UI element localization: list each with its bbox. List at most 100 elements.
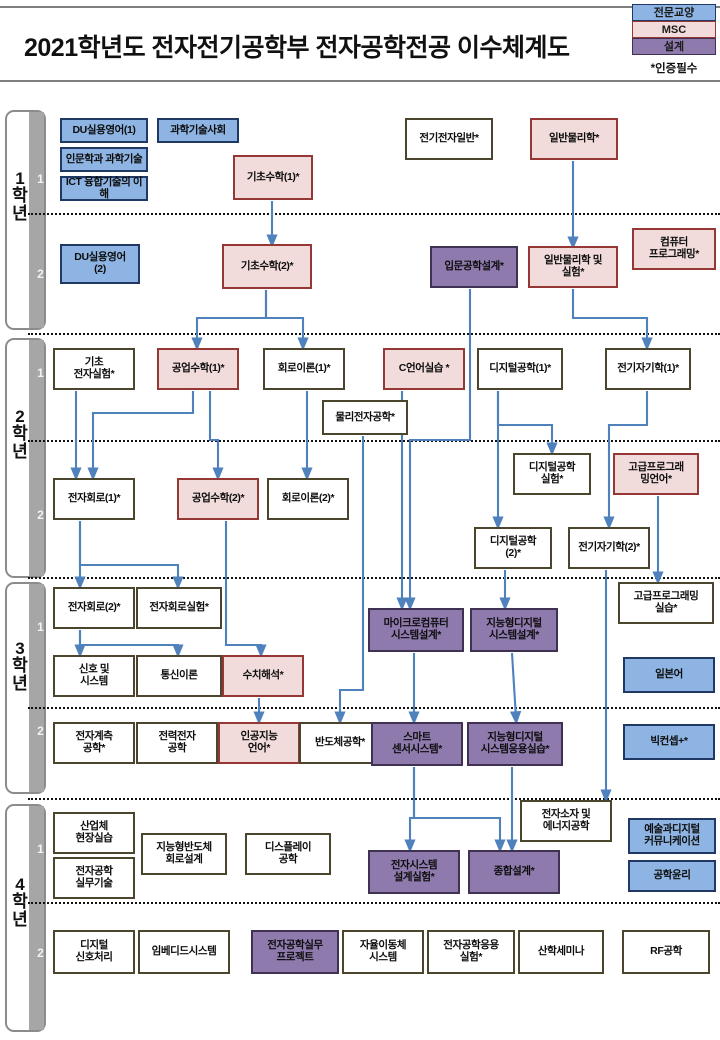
course-box[interactable]: RF공학 [622, 930, 710, 974]
course-box[interactable]: DU실용영어(1) [60, 118, 148, 143]
course-label: DU실용영어 (2) [74, 251, 126, 275]
course-box[interactable]: 전자소자 및 에너지공학 [520, 800, 612, 842]
course-label: 디지털공학 실험* [528, 461, 576, 485]
course-box[interactable]: 종합설계* [468, 850, 560, 894]
grade-digit: 학 [12, 892, 28, 912]
grade-block-1: 1 학 년 1 2 [5, 110, 46, 330]
grade-label-1: 1 학 년 [9, 170, 31, 222]
course-box[interactable]: 회로이론(2)* [267, 478, 349, 520]
course-label: DU실용영어(1) [72, 123, 136, 136]
course-box[interactable]: 전력전자 공학 [136, 722, 218, 764]
course-box[interactable]: 지능형디지털 시스템응용실습* [467, 722, 563, 766]
page-title: 2021학년도 전자전기공학부 전자공학전공 이수체계도 [24, 34, 570, 62]
course-label: 전자시스템 설계실험* [390, 859, 438, 883]
course-label: 전기자기학(1)* [617, 362, 679, 375]
grade-digit: 년 [12, 673, 28, 693]
course-box[interactable]: 예술과디지털 커뮤니케이션 [628, 818, 716, 854]
grade-digit: 4 [15, 875, 25, 894]
course-box[interactable]: 전기자기학(2)* [568, 527, 650, 569]
course-box[interactable]: 지능형반도체 회로설계 [141, 833, 227, 875]
course-box[interactable]: 반도체공학* [299, 722, 381, 764]
course-label: 과학기술사회 [170, 123, 226, 136]
year-divider-2-3 [28, 577, 720, 579]
legend: 전문교양 MSC 설계 [632, 4, 716, 55]
grade-label-4: 4 학 년 [9, 876, 31, 928]
course-box[interactable]: 전기전자일반* [405, 118, 493, 160]
course-box[interactable]: 스마트 센서시스템* [371, 722, 463, 766]
course-box[interactable]: 컴퓨터 프로그래밍* [632, 228, 716, 270]
header-rule-top [0, 6, 720, 8]
course-box[interactable]: 회로이론(1)* [263, 348, 345, 390]
course-box[interactable]: 전자공학실무 프로젝트 [251, 930, 339, 974]
course-box[interactable]: 전자공학 실무기술 [53, 857, 135, 899]
course-label: 인문학과 과학기술 [65, 152, 143, 165]
course-label: 전자계측 공학* [75, 730, 113, 754]
course-label: 일반물리학 및 실험* [543, 254, 603, 278]
course-box[interactable]: 마이크로컴퓨터 시스템설계* [368, 608, 464, 652]
semester-label-3-2: 2 [37, 724, 44, 738]
grade-digit: 학 [12, 656, 28, 676]
course-box[interactable]: 통신이론 [136, 655, 222, 697]
course-label: 스마트 센서시스템* [392, 731, 442, 755]
course-box[interactable]: 신호 및 시스템 [53, 655, 135, 697]
course-box[interactable]: 전자계측 공학* [53, 722, 135, 764]
semester-divider-4 [28, 902, 720, 904]
grade-block-3: 3 학 년 1 2 [5, 582, 46, 794]
course-box[interactable]: C언어실습 * [383, 348, 465, 390]
course-box[interactable]: 기초수학(1)* [233, 155, 313, 200]
course-box[interactable]: 인공지능 언어* [218, 722, 300, 764]
grade-band [29, 112, 44, 328]
course-label: 임베디드시스템 [151, 945, 217, 958]
course-box[interactable]: 산업체 현장실습 [53, 812, 135, 854]
course-box[interactable]: 디지털 신호처리 [53, 930, 135, 974]
course-box[interactable]: 전자회로(1)* [53, 478, 135, 520]
course-box[interactable]: 고급프로그래밍 실습* [618, 582, 714, 624]
course-label: 입문공학설계* [444, 260, 504, 273]
course-label: 일본어 [655, 668, 683, 681]
semester-label-1-1: 1 [37, 172, 44, 186]
course-box[interactable]: 수치해석* [222, 655, 304, 697]
course-box[interactable]: 과학기술사회 [157, 118, 239, 143]
semester-label-3-1: 1 [37, 620, 44, 634]
course-label: 전자회로실험* [149, 601, 209, 614]
legend-item-general: 전문교양 [632, 4, 716, 21]
course-box[interactable]: 고급프로그래 밍언어* [613, 453, 699, 495]
course-box[interactable]: 산학세미나 [518, 930, 604, 974]
course-label: 반도체공학* [315, 736, 365, 749]
course-box[interactable]: 일본어 [623, 657, 715, 693]
course-box[interactable]: ICT 융합기술의 이해 [60, 176, 148, 201]
grade-digit: 1 [15, 169, 25, 188]
course-box[interactable]: 자율이동체 시스템 [342, 930, 424, 974]
course-box[interactable]: 전자회로(2)* [53, 587, 135, 629]
course-box[interactable]: 디지털공학 실험* [513, 453, 591, 495]
course-box[interactable]: 임베디드시스템 [138, 930, 230, 974]
course-box[interactable]: 디지털공학(1)* [477, 348, 563, 390]
course-box[interactable]: 디지털공학 (2)* [474, 527, 552, 569]
course-label: 전자공학응용 실험* [443, 939, 499, 963]
header-rule-bottom [0, 80, 720, 82]
course-box[interactable]: 디스플레이 공학 [245, 833, 331, 875]
course-box[interactable]: 기초 전자실험* [53, 348, 135, 390]
course-box[interactable]: 전자회로실험* [136, 587, 222, 629]
course-box[interactable]: 입문공학설계* [430, 246, 518, 288]
course-box[interactable]: DU실용영어 (2) [60, 244, 140, 284]
course-label: 마이크로컴퓨터 시스템설계* [383, 617, 449, 641]
course-label: RF공학 [650, 945, 682, 958]
course-box[interactable]: 지능형디지털 시스템설계* [470, 608, 558, 652]
course-box[interactable]: 공업수학(1)* [157, 348, 239, 390]
course-box[interactable]: 물리전자공학* [322, 400, 408, 435]
course-box[interactable]: 일반물리학* [530, 118, 618, 160]
course-box[interactable]: 인문학과 과학기술 [60, 147, 148, 172]
course-box[interactable]: 공학윤리 [628, 860, 716, 892]
course-box[interactable]: 전자시스템 설계실험* [368, 850, 460, 894]
course-label: 디지털공학(1)* [489, 362, 551, 375]
course-box[interactable]: 전기자기학(1)* [605, 348, 691, 390]
course-box[interactable]: 공업수학(2)* [177, 478, 259, 520]
year-divider-1-2 [28, 333, 720, 335]
course-box[interactable]: 기초수학(2)* [222, 244, 312, 289]
course-box[interactable]: 일반물리학 및 실험* [528, 246, 618, 288]
course-box[interactable]: 빅컨셉+* [623, 724, 715, 760]
course-box[interactable]: 전자공학응용 실험* [427, 930, 515, 974]
grade-digit: 년 [12, 203, 28, 223]
